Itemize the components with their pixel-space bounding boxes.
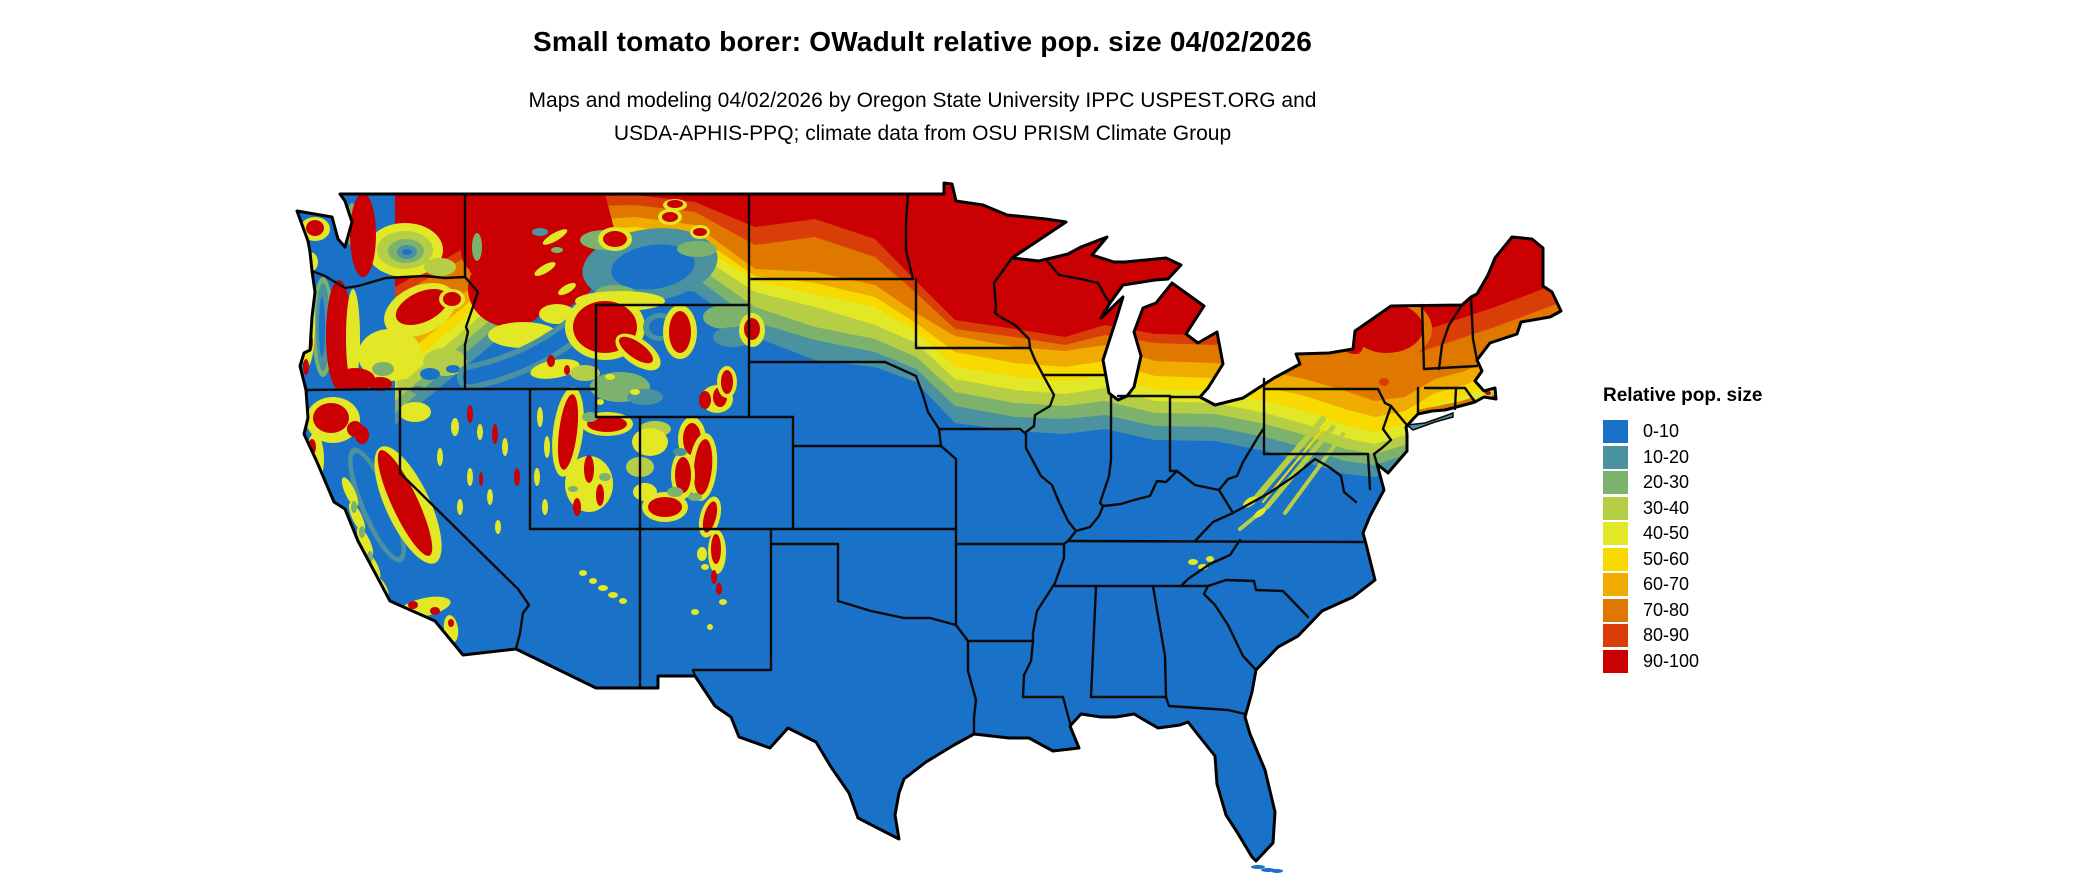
legend-label: 0-10 (1643, 421, 1680, 442)
legend-swatch (1603, 547, 1628, 571)
long-island (1405, 411, 1454, 431)
terrain-utah (552, 387, 633, 516)
legend-label: 50-60 (1643, 548, 1690, 569)
legend-label: 70-80 (1643, 599, 1690, 620)
us-map (255, 177, 1565, 887)
state-borders (304, 192, 1479, 736)
us-map-svg (295, 181, 1563, 873)
map-title: Small tomato borer: OWadult relative pop… (532, 26, 1313, 57)
population-bands (297, 183, 1561, 861)
legend-item: 90-100 (1603, 649, 1762, 675)
terrain-wyoming (565, 294, 765, 413)
legend-swatch (1603, 573, 1628, 597)
legend-item: 80-90 (1603, 623, 1762, 649)
terrain-arizona (579, 570, 627, 604)
terrain-southern-rockies (626, 417, 727, 630)
legend-label: 40-50 (1643, 523, 1690, 544)
legend-item: 60-70 (1603, 572, 1762, 598)
legend-item: 0-10 (1603, 419, 1762, 445)
legend-label: 10-20 (1643, 446, 1690, 467)
legend: Relative pop. size 0-10 10-20 20-30 30-40 40… (1603, 385, 1762, 674)
legend-swatch (1603, 420, 1628, 444)
subtitle-line-1: Maps and modeling 04/02/2026 by Oregon S… (528, 89, 1317, 112)
legend-label: 60-70 (1643, 574, 1690, 595)
legend-item: 30-40 (1603, 496, 1762, 522)
legend-item: 20-30 (1603, 470, 1762, 496)
terrain-northern-rockies (450, 194, 615, 390)
subtitle-line-2: USDA-APHIS-PPQ; climate data from OSU PR… (613, 122, 1232, 145)
map-subtitle: Maps and modeling 04/02/2026 by Oregon S… (0, 84, 1845, 150)
map-fill-layers (297, 183, 1561, 861)
legend-swatch (1603, 598, 1628, 622)
legend-label: 30-40 (1643, 497, 1690, 518)
legend-label: 20-30 (1643, 472, 1690, 493)
terrain-great-basin (399, 402, 550, 534)
legend-label: 80-90 (1643, 625, 1690, 646)
legend-item: 10-20 (1603, 445, 1762, 471)
legend-swatch (1603, 445, 1628, 469)
legend-item: 40-50 (1603, 521, 1762, 547)
legend-swatch (1603, 471, 1628, 495)
legend-label: 90-100 (1643, 650, 1700, 671)
legend-item: 70-80 (1603, 598, 1762, 624)
legend-swatch (1603, 496, 1628, 520)
legend-swatch (1603, 624, 1628, 648)
legend-item: 50-60 (1603, 547, 1762, 573)
legend-swatch (1603, 649, 1628, 673)
legend-swatch (1603, 522, 1628, 546)
legend-items: 0-10 10-20 20-30 30-40 40-50 50-60 60-70 70-80 8… (1603, 419, 1762, 674)
florida-keys (1251, 865, 1283, 873)
legend-title: Relative pop. size (1603, 385, 1763, 406)
